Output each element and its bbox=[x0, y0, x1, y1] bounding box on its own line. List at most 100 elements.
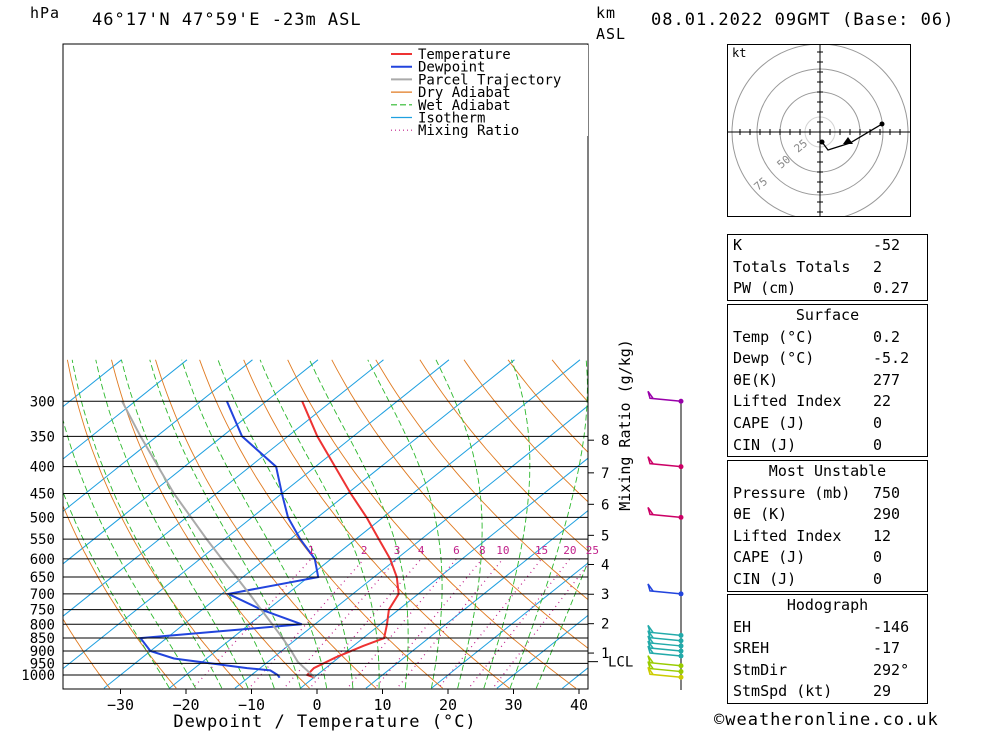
legend-label: Dewpoint bbox=[418, 60, 485, 76]
isotherm-line bbox=[234, 405, 588, 689]
pressure-tick-label: 350 bbox=[30, 429, 55, 445]
isotherm-line bbox=[63, 359, 253, 513]
wet-adiabat-line bbox=[63, 418, 196, 689]
pressure-tick-label: 650 bbox=[30, 570, 55, 586]
hodograph-stats-value: -17 bbox=[873, 639, 901, 658]
most-unstable-label: CIN (J) bbox=[733, 569, 797, 588]
x-tick-label: −30 bbox=[107, 696, 134, 714]
copyright-footer[interactable]: ©weatheronline.co.uk bbox=[714, 710, 939, 730]
pressure-tick-label: 750 bbox=[30, 603, 55, 619]
wind-barb bbox=[647, 635, 682, 647]
surface-label: θE(K) bbox=[733, 370, 779, 389]
wind-barb bbox=[647, 456, 682, 468]
wet-adiabat-line bbox=[259, 359, 380, 689]
mixing-ratio-line bbox=[285, 558, 398, 687]
wind-barb bbox=[647, 506, 682, 519]
unit-km-label: km bbox=[596, 4, 617, 22]
surface-value: 0 bbox=[873, 413, 883, 432]
dry-adiabat-line bbox=[419, 359, 588, 552]
index-value: 0.27 bbox=[873, 279, 910, 298]
pressure-tick-label: 900 bbox=[30, 644, 55, 660]
pressure-tick-label: 400 bbox=[30, 460, 55, 476]
index-label: PW (cm) bbox=[733, 279, 797, 298]
dry-adiabat-line bbox=[243, 359, 510, 689]
isotherm-line bbox=[300, 457, 588, 689]
isotherm-line bbox=[63, 359, 122, 408]
x-axis-label: Dewpoint / Temperature (°C) bbox=[173, 712, 476, 732]
surface-value: 0.2 bbox=[873, 327, 901, 346]
most-unstable-label: Lifted Index bbox=[733, 526, 842, 545]
wet-adiabat-line bbox=[367, 359, 443, 689]
surface-label: Temp (°C) bbox=[733, 327, 815, 346]
surface-row: Temp (°C) 0.2 bbox=[728, 327, 927, 349]
index-row-k: K -52 bbox=[728, 235, 927, 257]
surface-row: θE(K) 277 bbox=[728, 370, 927, 392]
hodograph-point bbox=[879, 121, 885, 127]
hodograph-stats-row: EH -146 bbox=[728, 617, 927, 639]
x-tick-label: 30 bbox=[504, 696, 522, 714]
mixing-ratio-tick-label: 4 bbox=[418, 544, 425, 557]
isotherm-line bbox=[365, 509, 588, 689]
most-unstable-value: 750 bbox=[873, 483, 901, 502]
legend-label: Mixing Ratio bbox=[418, 123, 519, 139]
hodograph-unit-label: kt bbox=[732, 46, 747, 60]
most-unstable-row: Pressure (mb) 750 bbox=[728, 483, 927, 505]
pressure-tick-label: 800 bbox=[30, 617, 55, 633]
hodograph-ring-label: 50 bbox=[775, 153, 794, 171]
mixing-ratio-tick-label: 15 bbox=[535, 544, 548, 557]
most-unstable-table: Most Unstable Pressure (mb) 750 θE (K) 290… bbox=[727, 460, 928, 592]
mixing-ratio-tick-label: 8 bbox=[479, 544, 486, 557]
most-unstable-label: CAPE (J) bbox=[733, 548, 806, 567]
pressure-tick-label: 600 bbox=[30, 552, 55, 568]
dry-adiabat-line bbox=[331, 359, 588, 649]
index-value: 2 bbox=[873, 257, 883, 276]
hodograph-stats-label: StmDir bbox=[733, 660, 788, 679]
pressure-tick-label: 950 bbox=[30, 656, 55, 672]
pressure-tick-label: 450 bbox=[30, 486, 55, 502]
wind-barb bbox=[647, 666, 682, 679]
hodograph-stats-row: SREH -17 bbox=[728, 638, 927, 660]
surface-row: Dewp (°C) -5.2 bbox=[728, 348, 927, 370]
wet-adiabat-line bbox=[63, 490, 170, 689]
most-unstable-value: 0 bbox=[873, 548, 883, 567]
dry-adiabat-line bbox=[155, 359, 377, 689]
mixing-ratio-axis-label: Mixing Ratio (g/kg) bbox=[616, 339, 634, 511]
hodograph-trace bbox=[821, 123, 883, 151]
wet-adiabat-line bbox=[95, 359, 249, 689]
dry-adiabat-line bbox=[463, 359, 588, 503]
wet-adiabat-line bbox=[149, 359, 301, 689]
mixing-ratio-line bbox=[439, 558, 543, 687]
location-title: 46°17'N 47°59'E -23m ASL bbox=[92, 10, 362, 30]
pressure-tick-label: 850 bbox=[30, 631, 55, 647]
unit-asl-label: ASL bbox=[596, 25, 627, 43]
surface-value: -5.2 bbox=[873, 349, 910, 368]
hodograph-stats-label: EH bbox=[733, 617, 752, 636]
most-unstable-label: θE (K) bbox=[733, 505, 788, 524]
hodograph-stats-value: 29 bbox=[873, 682, 892, 701]
km-tick-label: 3 bbox=[601, 587, 609, 603]
hodograph-stats-label: StmSpd (kt) bbox=[733, 682, 833, 701]
x-tick-label: 40 bbox=[570, 696, 588, 714]
x-tick-label: 10 bbox=[373, 696, 391, 714]
x-tick-label: 0 bbox=[312, 696, 321, 714]
hodograph-stats-title: Hodograph bbox=[786, 596, 869, 614]
surface-label: CAPE (J) bbox=[733, 413, 806, 432]
pressure-tick-label: 700 bbox=[30, 587, 55, 603]
mixing-ratio-tick-label: 3 bbox=[394, 544, 401, 557]
surface-row: Lifted Index 22 bbox=[728, 391, 927, 413]
surface-row: CAPE (J) 0 bbox=[728, 413, 927, 435]
index-row-totals: Totals Totals 2 bbox=[728, 257, 927, 279]
hodograph-stats-value: 292° bbox=[873, 660, 910, 679]
wind-barb bbox=[647, 630, 682, 642]
surface-title: Surface bbox=[795, 306, 860, 324]
pressure-tick-label: 1000 bbox=[21, 668, 55, 684]
legend-label: Wet Adiabat bbox=[418, 98, 511, 114]
isotherm-line bbox=[103, 359, 515, 689]
isotherm-line bbox=[431, 562, 588, 689]
wind-barb bbox=[647, 390, 682, 403]
wet-adiabat-line bbox=[71, 359, 223, 689]
km-tick-label: 1 bbox=[601, 646, 609, 662]
km-tick-label: 7 bbox=[601, 466, 609, 482]
wet-adiabat-line bbox=[181, 359, 328, 689]
